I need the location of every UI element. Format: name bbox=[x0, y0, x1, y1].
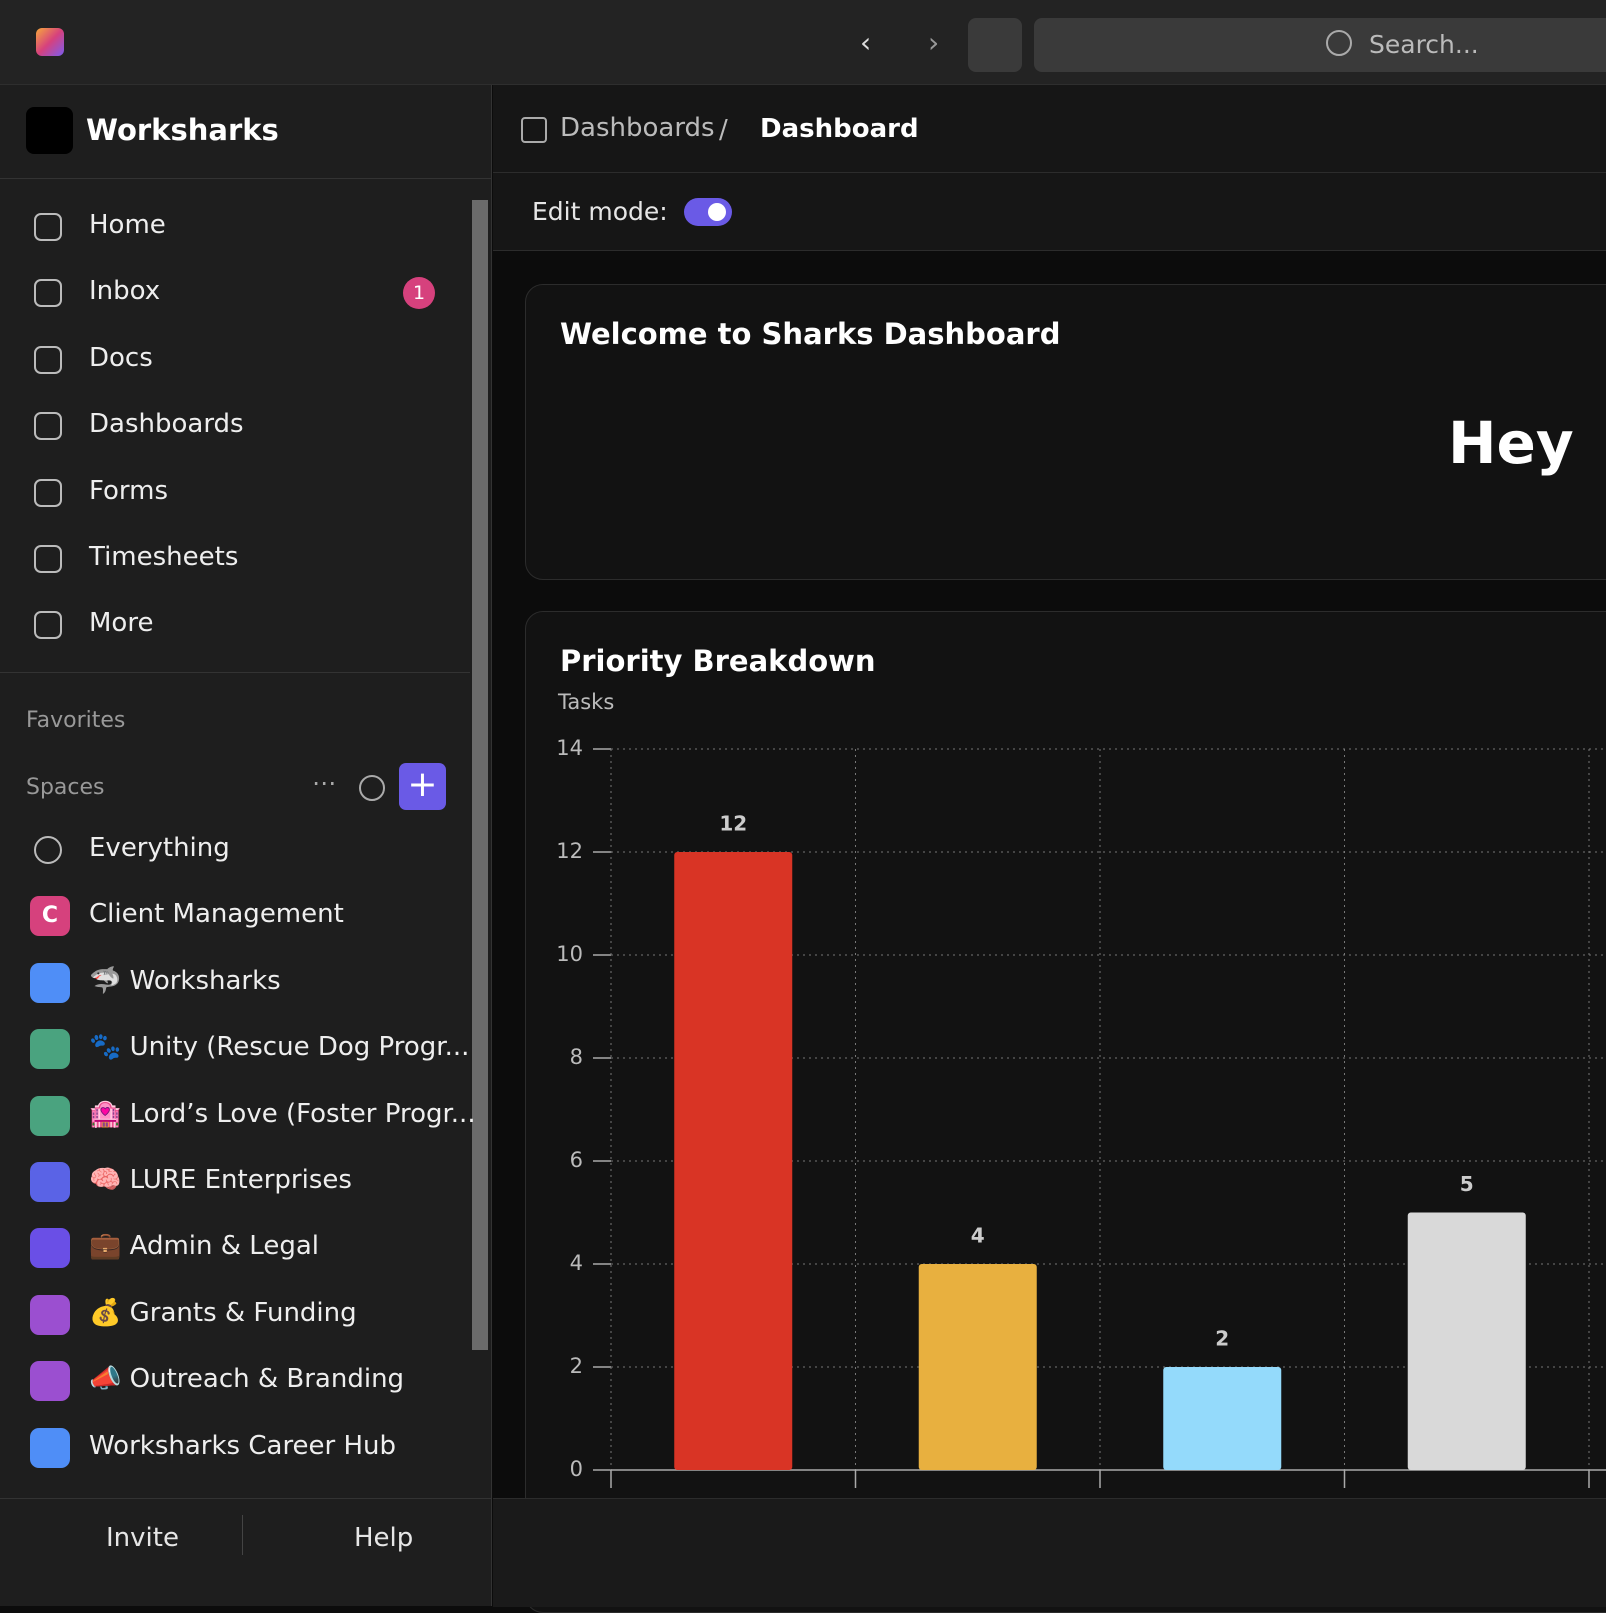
space-icon bbox=[30, 1029, 70, 1070]
invite-button[interactable]: Invite bbox=[106, 1523, 179, 1553]
spaces-search[interactable] bbox=[359, 775, 385, 801]
logo[interactable] bbox=[36, 28, 64, 56]
space-item[interactable]: 🐾 Unity (Rescue Dog Progr... bbox=[89, 1032, 470, 1063]
sidebar: Worksharks Favorites Spaces ⋯ + Invite H… bbox=[0, 85, 492, 1606]
search-placeholder: Search... bbox=[1369, 30, 1479, 59]
y-tick-label: 8 bbox=[570, 1045, 583, 1069]
y-tick-label: 4 bbox=[570, 1251, 583, 1275]
space-item[interactable]: 💰 Grants & Funding bbox=[89, 1297, 357, 1328]
space-item[interactable]: 🧠 LURE Enterprises bbox=[89, 1165, 352, 1195]
space-item[interactable]: Client Management bbox=[89, 899, 344, 930]
nav-icon bbox=[34, 412, 62, 441]
nav-item[interactable]: Inbox bbox=[89, 276, 161, 307]
y-tick-label: 14 bbox=[556, 736, 583, 760]
space-item[interactable]: Worksharks Career Hub bbox=[89, 1430, 397, 1461]
scrollbar[interactable] bbox=[472, 200, 488, 1350]
chart: Priority Breakdown Tasks 0 2 4 6 8 10 12 14 12 4 2… bbox=[556, 644, 1606, 1488]
space-icon bbox=[30, 1361, 70, 1402]
space-icon bbox=[30, 1294, 70, 1335]
spaces-more[interactable]: ⋯ bbox=[312, 769, 336, 797]
space-item[interactable]: 📣 Outreach & Branding bbox=[89, 1364, 405, 1395]
help-button[interactable]: Help bbox=[354, 1523, 414, 1553]
space-icon bbox=[30, 962, 70, 1003]
workspace-logo bbox=[26, 107, 73, 154]
data-label: 5 bbox=[1460, 1172, 1474, 1196]
nav-icon bbox=[34, 545, 62, 573]
nav-icon bbox=[34, 611, 62, 640]
calendar-button[interactable] bbox=[968, 18, 1022, 72]
spaces-label: Spaces bbox=[26, 775, 105, 800]
nav-item[interactable]: Timesheets bbox=[89, 542, 239, 572]
y-tick-label: 2 bbox=[570, 1354, 583, 1378]
nav-icon bbox=[34, 213, 62, 241]
bar bbox=[1163, 1367, 1282, 1470]
space-item[interactable]: 🦈 Worksharks bbox=[89, 965, 281, 996]
nav-item[interactable]: Home bbox=[89, 210, 166, 240]
favorites[interactable]: Favorites bbox=[26, 708, 126, 733]
edit-toggle[interactable] bbox=[684, 198, 732, 226]
space-icon bbox=[30, 1162, 70, 1202]
breadcrumb-current: Dashboard bbox=[760, 114, 919, 144]
nav-item[interactable]: More bbox=[89, 608, 154, 639]
bottom-bar bbox=[493, 1498, 1606, 1607]
space-icon: C bbox=[30, 896, 70, 937]
data-label: 12 bbox=[719, 812, 747, 836]
back-button[interactable]: ‹ bbox=[860, 26, 872, 59]
bar bbox=[918, 1264, 1037, 1470]
welcome-text: Hey bbox=[1448, 409, 1574, 477]
y-tick-label: 6 bbox=[570, 1148, 583, 1172]
y-axis-label: Tasks bbox=[557, 690, 614, 714]
space-icon bbox=[30, 1427, 70, 1468]
welcome-card: Welcome to Sharks Dashboard Hey bbox=[525, 284, 1606, 580]
space-icon bbox=[30, 1228, 70, 1269]
inbox-badge: 1 bbox=[403, 277, 435, 310]
space-icon bbox=[30, 1095, 70, 1136]
y-tick-label: 10 bbox=[556, 942, 583, 966]
nav-item[interactable]: Dashboards bbox=[89, 409, 244, 440]
y-tick-label: 0 bbox=[570, 1457, 583, 1481]
search-box[interactable]: Search... bbox=[1034, 18, 1606, 72]
bar bbox=[1407, 1212, 1526, 1470]
space-icon bbox=[34, 836, 62, 864]
workspace-name[interactable]: Worksharks bbox=[86, 113, 279, 147]
nav-item[interactable]: Forms bbox=[89, 475, 169, 506]
forward-button[interactable]: › bbox=[928, 26, 940, 59]
bar bbox=[674, 852, 793, 1470]
add-space[interactable]: + bbox=[399, 763, 446, 810]
nav-icon bbox=[34, 345, 62, 374]
nav-icon bbox=[34, 478, 62, 507]
nav-icon bbox=[34, 279, 62, 308]
edit-mode-label: Edit mode: bbox=[532, 197, 668, 226]
data-label: 4 bbox=[971, 1224, 985, 1248]
space-item[interactable]: Everything bbox=[89, 833, 230, 863]
edit-bar: Edit mode: bbox=[493, 173, 1606, 251]
data-label: 2 bbox=[1215, 1327, 1229, 1351]
y-tick-label: 12 bbox=[556, 839, 583, 863]
welcome-title: Welcome to Sharks Dashboard bbox=[560, 317, 1061, 351]
nav-item[interactable]: Docs bbox=[89, 342, 153, 373]
top-bar: ‹ › Search... bbox=[0, 0, 1606, 85]
space-item[interactable]: 💼 Admin & Legal bbox=[89, 1231, 319, 1262]
space-item[interactable]: 🏩 Lord’s Love (Foster Progr... bbox=[89, 1098, 476, 1129]
breadcrumb-parent[interactable]: Dashboards bbox=[560, 113, 715, 143]
chart-title: Priority Breakdown bbox=[560, 644, 876, 678]
breadcrumb-bar: Dashboards / Dashboard bbox=[493, 85, 1606, 173]
